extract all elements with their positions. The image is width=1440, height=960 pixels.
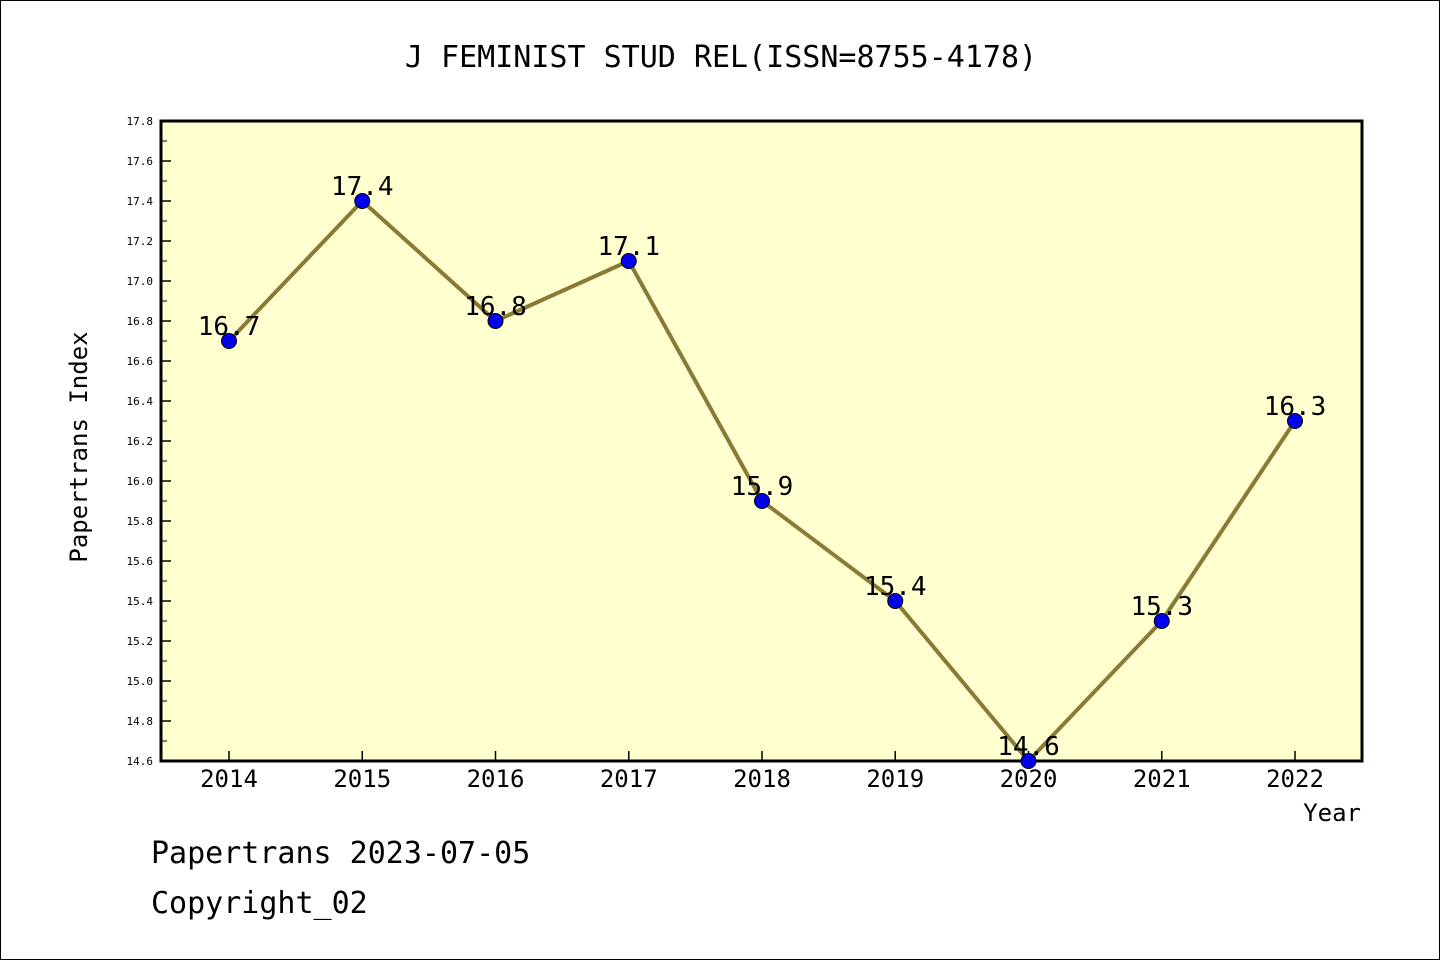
y-tick-label: 16.6 bbox=[127, 355, 154, 368]
y-axis-label: Papertrans Index bbox=[65, 331, 93, 562]
x-tick-label: 2019 bbox=[866, 765, 924, 793]
footer-copyright: Copyright_02 bbox=[151, 886, 368, 921]
x-tick-label: 2018 bbox=[733, 765, 791, 793]
y-tick-label: 14.8 bbox=[127, 715, 154, 728]
x-tick-label: 2015 bbox=[333, 765, 391, 793]
data-label: 17.1 bbox=[597, 232, 660, 262]
plot-area bbox=[159, 119, 1364, 763]
data-label: 15.4 bbox=[864, 572, 927, 602]
data-point bbox=[354, 193, 371, 209]
data-point bbox=[1020, 753, 1037, 769]
data-point bbox=[887, 593, 904, 609]
footer-date: Papertrans 2023-07-05 bbox=[151, 836, 531, 871]
chart-title: J FEMINIST STUD REL(ISSN=8755-4178) bbox=[405, 40, 1037, 75]
y-tick-label: 17.6 bbox=[127, 155, 154, 168]
x-tick-label: 2022 bbox=[1266, 765, 1324, 793]
data-labels: 16.7 17.4 16.8 17.1 15.9 15.4 14.6 15.3 16.3 bbox=[198, 172, 1327, 762]
data-point bbox=[221, 333, 237, 349]
data-point bbox=[1153, 613, 1170, 629]
y-tick-label: 17.4 bbox=[127, 195, 154, 208]
data-label: 17.4 bbox=[331, 172, 394, 202]
x-tick-label: 2021 bbox=[1133, 765, 1191, 793]
data-label: 15.3 bbox=[1130, 592, 1193, 622]
y-tick-label: 15.8 bbox=[127, 515, 154, 528]
y-tick-label: 17.2 bbox=[127, 235, 154, 248]
data-point bbox=[487, 313, 504, 329]
y-tick-label: 15.6 bbox=[127, 555, 154, 568]
y-tick-label: 15.2 bbox=[127, 635, 154, 648]
x-tick-label: 2017 bbox=[600, 765, 658, 793]
x-axis: 2014 2015 2016 2017 2018 2019 2020 2021 2022 bbox=[200, 751, 1324, 793]
y-tick-label: 16.2 bbox=[127, 435, 154, 448]
y-tick-label: 16.8 bbox=[127, 315, 154, 328]
data-label: 14.6 bbox=[997, 732, 1060, 762]
x-tick-label: 2020 bbox=[1000, 765, 1058, 793]
y-axis: 14.6 14.8 15.0 15.2 15.4 15.6 15.8 16.0 16.2 16.4… bbox=[127, 115, 171, 768]
y-tick-label: 16.0 bbox=[127, 475, 154, 488]
data-point bbox=[754, 493, 770, 509]
y-tick-label: 16.4 bbox=[127, 395, 154, 408]
data-markers bbox=[221, 193, 1303, 769]
x-tick-label: 2016 bbox=[467, 765, 525, 793]
data-label: 16.3 bbox=[1264, 392, 1327, 422]
y-tick-label: 17.8 bbox=[127, 115, 154, 128]
data-point bbox=[620, 253, 637, 269]
y-tick-label: 15.0 bbox=[127, 675, 154, 688]
y-tick-label: 15.4 bbox=[127, 595, 154, 608]
y-tick-label: 17.0 bbox=[127, 275, 154, 288]
data-label: 16.7 bbox=[198, 312, 261, 342]
y-tick-label: 14.6 bbox=[127, 755, 154, 768]
data-label: 15.9 bbox=[731, 472, 794, 502]
x-tick-label: 2014 bbox=[200, 765, 258, 793]
x-axis-label: Year bbox=[1303, 799, 1361, 827]
data-point bbox=[1287, 413, 1303, 429]
data-label: 16.8 bbox=[464, 292, 527, 322]
